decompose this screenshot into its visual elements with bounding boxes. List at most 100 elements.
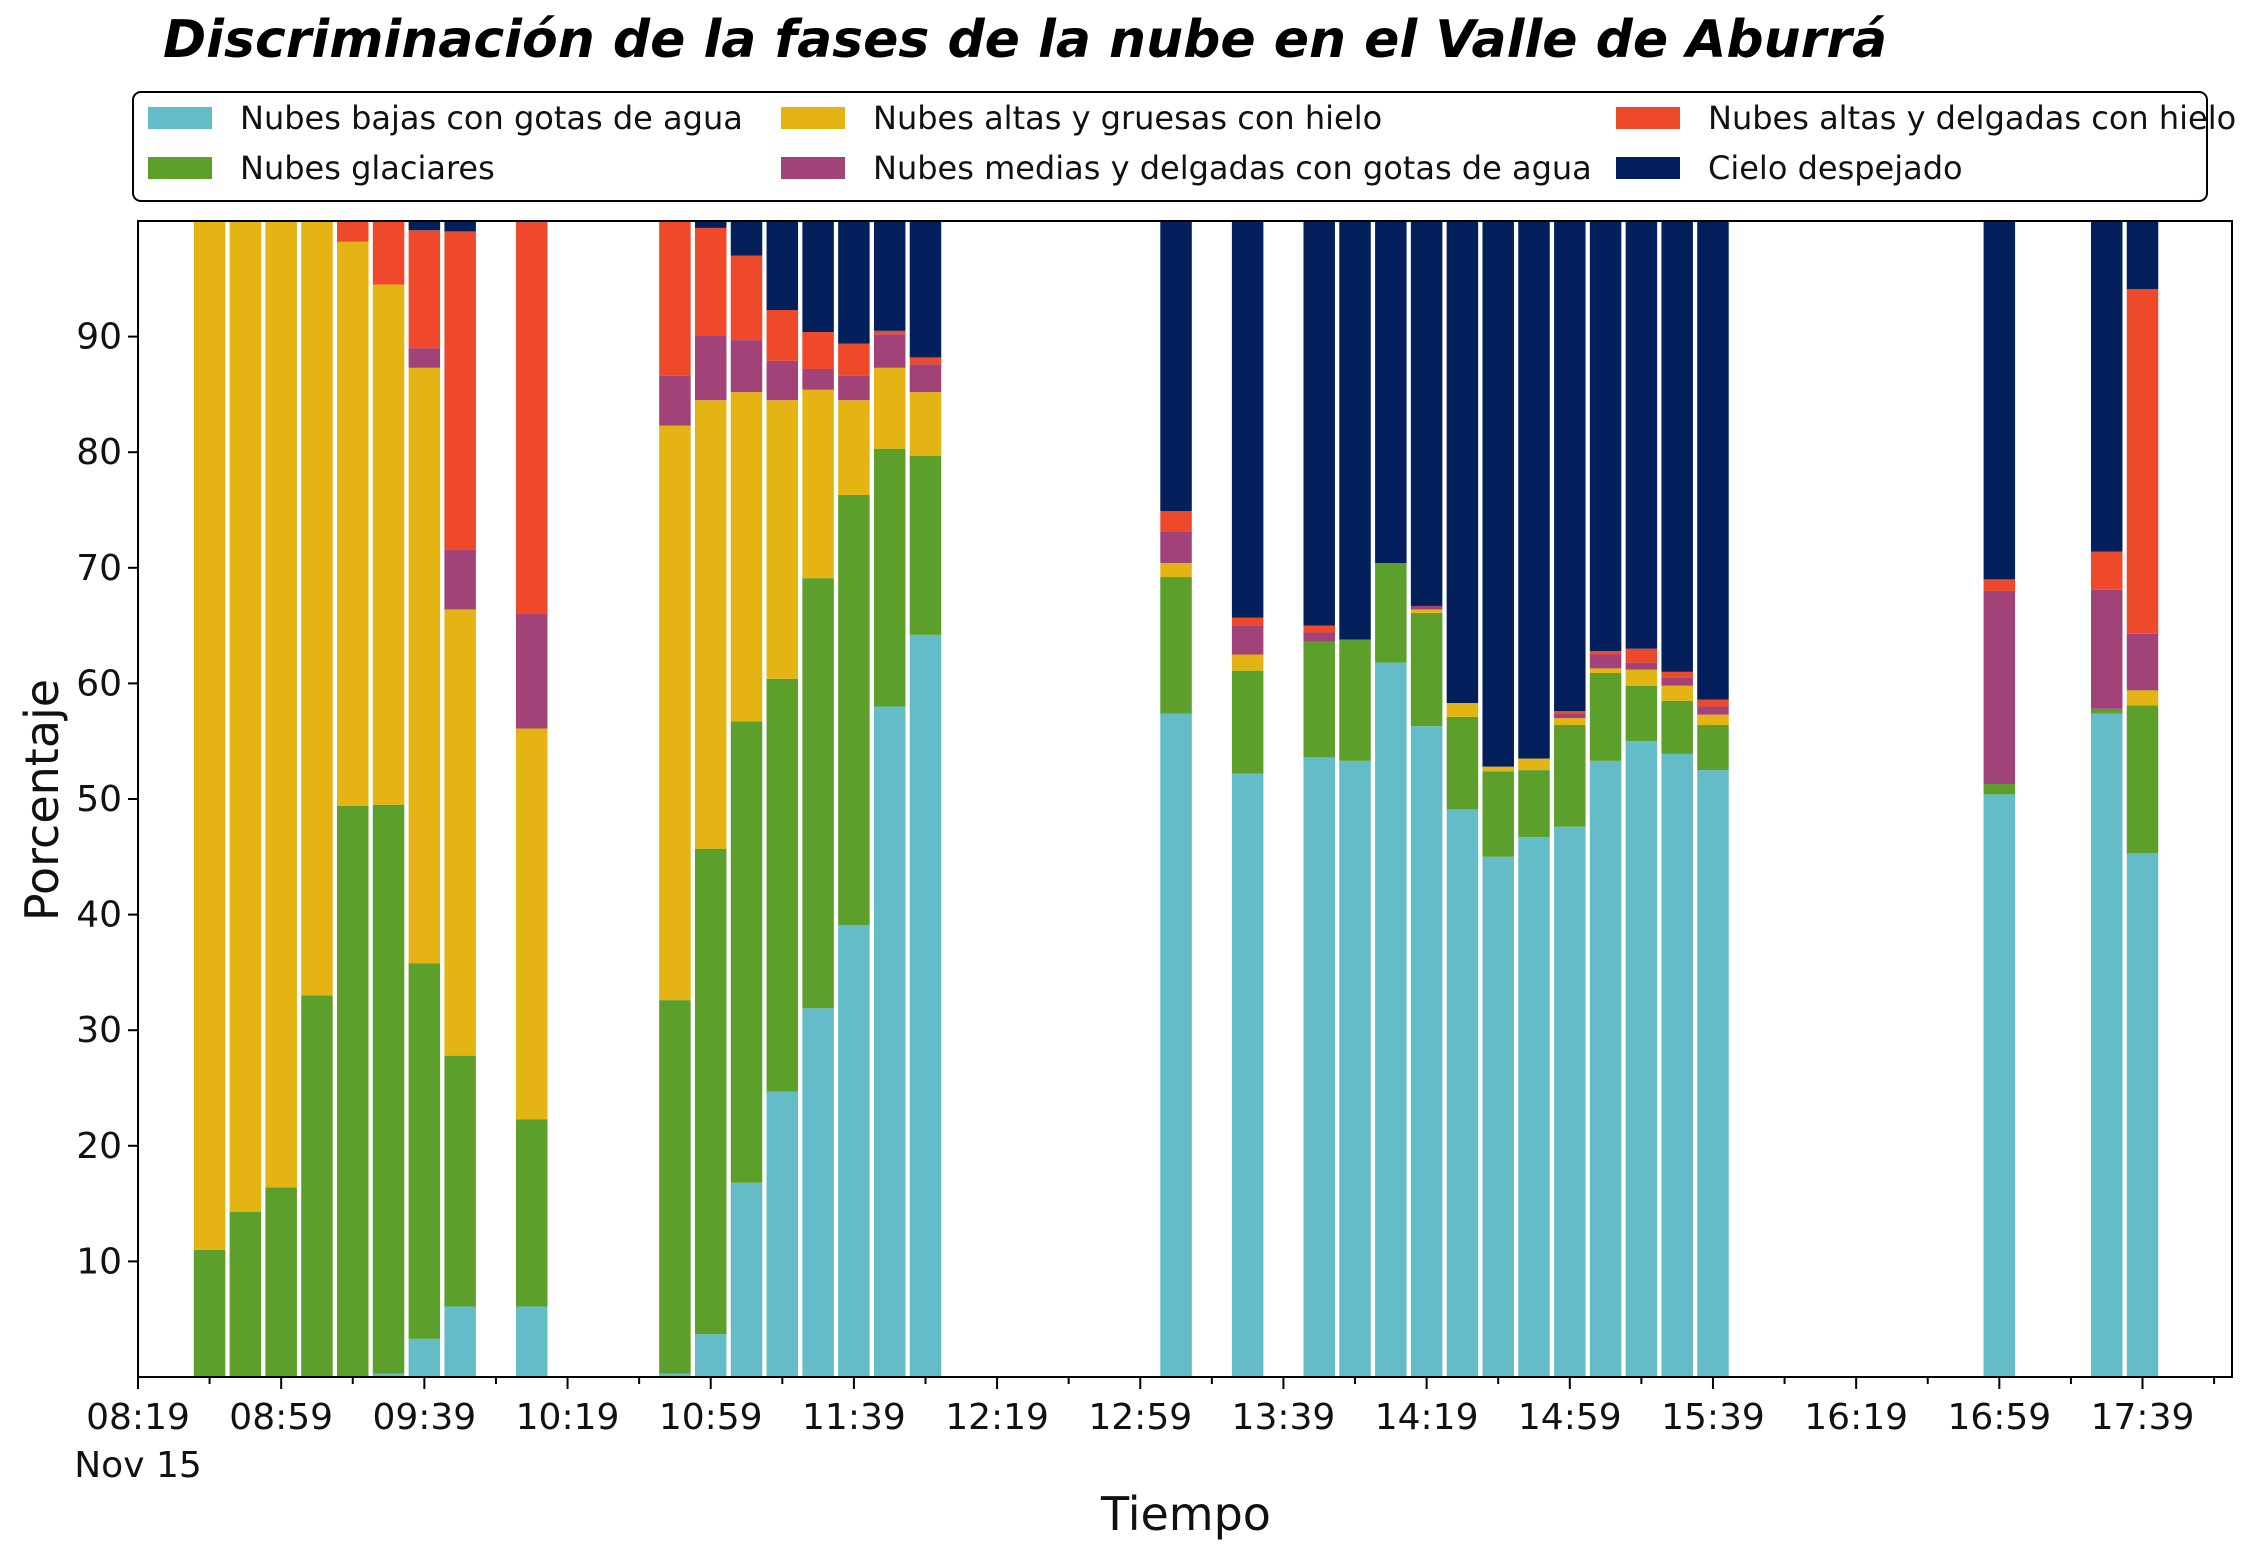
bar-segment — [1554, 713, 1586, 719]
bar-segment — [766, 1091, 799, 1377]
bar-segment — [1410, 609, 1443, 613]
bar-segment — [1518, 770, 1550, 838]
bar-segment — [694, 1334, 727, 1377]
bar-segment — [1554, 221, 1586, 712]
legend-label: Cielo despejado — [1708, 149, 1963, 187]
bar-segment — [1231, 670, 1264, 774]
bar-segment — [1160, 511, 1192, 532]
x-tick-label: 17:39 — [2091, 1397, 2195, 1438]
x-tick-label: 10:19 — [516, 1397, 620, 1438]
bar-segment — [766, 221, 799, 311]
bar-segment — [1554, 711, 1586, 714]
x-tick-label: 13:39 — [1232, 1397, 1336, 1438]
bar-segment — [873, 221, 906, 331]
bar-segment — [1375, 563, 1407, 663]
bar-segment — [659, 221, 691, 376]
x-tick-label: 14:59 — [1518, 1397, 1622, 1438]
bar-segment — [1983, 221, 2016, 580]
bar-segment — [1518, 837, 1550, 1377]
bar-segment — [1303, 221, 1335, 626]
bar-segment — [515, 614, 548, 729]
bar-segment — [515, 728, 548, 1120]
bar-segment — [193, 1249, 226, 1377]
bar-segment — [1160, 221, 1192, 512]
bar-segment — [1661, 685, 1693, 701]
bar-segment — [873, 367, 906, 449]
bar-segment — [1410, 726, 1443, 1377]
bar-segment — [1303, 632, 1335, 642]
bar-segment — [873, 706, 906, 1377]
bar-segment — [766, 310, 799, 361]
bar-segment — [909, 221, 942, 358]
legend-label: Nubes altas y delgadas con hielo — [1708, 99, 2236, 137]
bar-segment — [265, 221, 297, 1188]
bar-segment — [444, 609, 476, 1056]
y-tick-label: 70 — [76, 548, 122, 589]
x-tick-label: 12:59 — [1088, 1397, 1192, 1438]
bar-segment — [1697, 725, 1729, 771]
bar-segment — [1482, 856, 1514, 1377]
x-tick-label: 12:19 — [945, 1397, 1049, 1438]
bar-segment — [694, 848, 727, 1335]
bar-segment — [337, 221, 369, 242]
x-tick-label: 11:39 — [802, 1397, 906, 1438]
bar-segment — [766, 360, 799, 401]
bar-segment — [2126, 853, 2159, 1377]
bar-segment — [444, 1055, 476, 1307]
bar-segment — [515, 1119, 548, 1307]
bar-segment — [1554, 718, 1586, 726]
bar-segment — [659, 425, 691, 1001]
legend-label: Nubes glaciares — [240, 149, 495, 187]
y-tick-label: 80 — [76, 432, 122, 473]
bar-segment — [730, 721, 763, 1183]
bar-segment — [2126, 289, 2159, 634]
bar-segment — [838, 925, 870, 1377]
bar-segment — [1303, 757, 1335, 1377]
bar-segment — [229, 221, 262, 1212]
bar-segment — [1661, 677, 1693, 686]
bar-segment — [193, 221, 226, 1250]
bar-segment — [1231, 773, 1264, 1377]
bar-segment — [873, 330, 906, 335]
legend-swatch — [148, 157, 212, 179]
bar-segment — [730, 255, 763, 341]
bar-segment — [408, 963, 441, 1339]
y-tick-label: 30 — [76, 1010, 122, 1051]
legend-swatch — [781, 157, 845, 179]
x-tick-label: 08:59 — [229, 1397, 333, 1438]
bar-segment — [1446, 809, 1479, 1377]
bar-segment — [1554, 725, 1586, 827]
bar-segment — [838, 343, 870, 376]
bar-segment — [909, 392, 942, 456]
bar-segment — [1518, 221, 1550, 759]
bar-segment — [2126, 690, 2159, 706]
bar-segment — [1339, 639, 1371, 761]
bar-segment — [909, 455, 942, 635]
bar-segment — [1697, 699, 1729, 707]
bar-segment — [301, 221, 333, 996]
bar-segment — [1697, 770, 1729, 1377]
bar-segment — [1482, 771, 1514, 857]
y-tick-label: 60 — [76, 663, 122, 704]
bar-segment — [1554, 826, 1586, 1377]
bar-segment — [337, 805, 369, 1377]
bar-segment — [1303, 641, 1335, 758]
bar-segment — [229, 1211, 262, 1377]
legend-swatch — [1616, 107, 1680, 129]
bar-segment — [265, 1187, 297, 1377]
bar-segment — [1339, 221, 1371, 640]
bar-segment — [515, 1306, 548, 1377]
bar-segment — [337, 241, 369, 806]
bar-segment — [1983, 590, 2016, 784]
bar-segment — [1231, 221, 1264, 618]
bar-segment — [2126, 633, 2159, 691]
x-tick-label: 10:59 — [659, 1397, 763, 1438]
bar-segment — [408, 221, 441, 231]
bar-segment — [444, 1306, 476, 1377]
bar-segment — [1625, 662, 1658, 670]
bar-segment — [1231, 654, 1264, 671]
legend-swatch — [781, 107, 845, 129]
legend-swatch — [148, 107, 212, 129]
bar-segment — [1160, 531, 1192, 564]
